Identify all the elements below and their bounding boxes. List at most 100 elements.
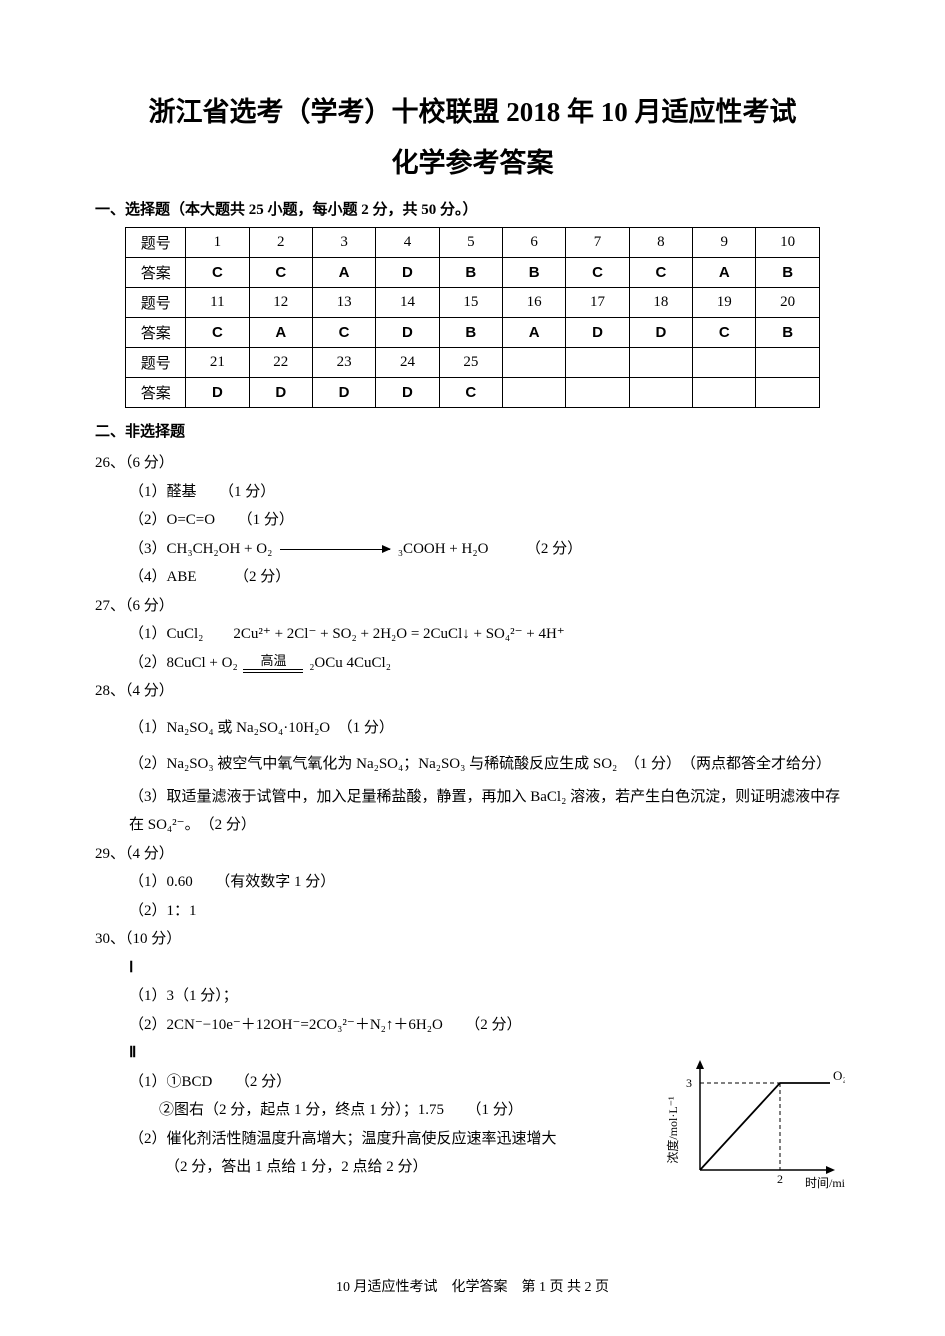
- q-num: 23: [312, 348, 375, 378]
- q30-p2: （2）2CN⁻−10e⁻＋12OH⁻=2CO₃²⁻＋N₂↑＋6H₂O （2 分）: [95, 1011, 850, 1040]
- q-num: [503, 348, 566, 378]
- answer-cell: C: [249, 258, 312, 288]
- answer-cell: D: [376, 318, 439, 348]
- x-tick: 2: [777, 1172, 783, 1186]
- answer-cell: D: [312, 378, 375, 408]
- y-arrow-icon: [696, 1060, 704, 1069]
- arrow-icon: [280, 549, 390, 550]
- equals-icon: [243, 669, 303, 673]
- table-row: 答案 C A C D B A D D C B: [126, 318, 820, 348]
- row-label: 答案: [126, 258, 186, 288]
- q-num: 4: [376, 228, 439, 258]
- page-footer: 10 月适应性考试 化学答案 第 1 页 共 2 页: [0, 1276, 945, 1296]
- eq-left: （3）CH₃CH₂OH + O₂: [129, 541, 272, 557]
- answer-cell: C: [186, 318, 249, 348]
- section-1-heading: 一、选择题（本大题共 25 小题，每小题 2 分，共 50 分。）: [95, 198, 850, 219]
- condition-label: 高温: [243, 654, 303, 673]
- q-num: 14: [376, 288, 439, 318]
- q-num: 9: [693, 228, 756, 258]
- answer-table: 题号 1 2 3 4 5 6 7 8 9 10 答案 C C A D B B C…: [125, 227, 820, 408]
- answer-cell: [503, 378, 566, 408]
- answer-cell: [756, 378, 819, 408]
- q26-p2: （2）O=C=O （1 分）: [95, 506, 850, 535]
- q27-p1: （1）CuCl₂ 2Cu²⁺ + 2Cl⁻ + SO₂ + 2H₂O = 2Cu…: [95, 620, 850, 649]
- question-27: 27、（6 分） （1）CuCl₂ 2Cu²⁺ + 2Cl⁻ + SO₂ + 2…: [95, 592, 850, 678]
- answer-cell: C: [186, 258, 249, 288]
- row-label: 答案: [126, 378, 186, 408]
- q28-p3: （3）取适量滤液于试管中，加入足量稀盐酸，静置，再加入 BaCl₂ 溶液，若产生…: [95, 783, 850, 840]
- q-num: 12: [249, 288, 312, 318]
- q30-header: 30、（10 分）: [95, 925, 850, 954]
- answer-cell: A: [503, 318, 566, 348]
- answer-cell: B: [756, 318, 819, 348]
- question-26: 26、（6 分） （1）醛基 （1 分） （2）O=C=O （1 分） （3）C…: [95, 449, 850, 592]
- chart-line: [700, 1083, 830, 1170]
- q26-header: 26、（6 分）: [95, 449, 850, 478]
- q-num: 10: [756, 228, 819, 258]
- row-label: 题号: [126, 228, 186, 258]
- q-num: 15: [439, 288, 502, 318]
- q-num: 3: [312, 228, 375, 258]
- row-label: 答案: [126, 318, 186, 348]
- q-num: 21: [186, 348, 249, 378]
- q26-p4: （4）ABE （2 分）: [95, 563, 850, 592]
- x-label: 时间/min: [805, 1176, 845, 1190]
- answer-cell: [566, 378, 629, 408]
- q27-p2: （2）8CuCl + O₂ 高温 ₂OCu 4CuCl₂: [95, 649, 850, 678]
- series-label: O₂: [833, 1068, 845, 1083]
- y-tick: 3: [686, 1076, 692, 1090]
- q-num: 8: [629, 228, 692, 258]
- q-num: [693, 348, 756, 378]
- q-num: 18: [629, 288, 692, 318]
- answer-cell: D: [376, 258, 439, 288]
- q29-p1: （1）0.60 （有效数字 1 分）: [95, 868, 850, 897]
- roman-1: Ⅰ: [95, 954, 850, 983]
- answer-cell: B: [439, 258, 502, 288]
- q29-header: 29、（4 分）: [95, 840, 850, 869]
- q-num: 2: [249, 228, 312, 258]
- question-29: 29、（4 分） （1）0.60 （有效数字 1 分） （2）1：1: [95, 840, 850, 926]
- answer-cell: A: [249, 318, 312, 348]
- y-label: 浓度/mol·L⁻¹: [665, 1096, 680, 1164]
- eq-left: （2）8CuCl + O₂: [129, 655, 238, 671]
- q29-p2: （2）1：1: [95, 897, 850, 926]
- q27-header: 27、（6 分）: [95, 592, 850, 621]
- x-arrow-icon: [826, 1166, 835, 1174]
- q26-p1: （1）醛基 （1 分）: [95, 478, 850, 507]
- q-num: 13: [312, 288, 375, 318]
- answer-cell: B: [439, 318, 502, 348]
- q-num: [629, 348, 692, 378]
- answer-cell: [693, 378, 756, 408]
- q-num: [566, 348, 629, 378]
- answer-cell: D: [249, 378, 312, 408]
- answer-cell: C: [439, 378, 502, 408]
- row-label: 题号: [126, 348, 186, 378]
- section-2-heading: 二、非选择题: [95, 420, 850, 441]
- eq-right: ₃COOH + H₂O （2 分）: [398, 541, 582, 557]
- q-num: [756, 348, 819, 378]
- q-num: 11: [186, 288, 249, 318]
- answer-cell: C: [693, 318, 756, 348]
- table-row: 答案 D D D D C: [126, 378, 820, 408]
- answer-cell: C: [629, 258, 692, 288]
- q-num: 16: [503, 288, 566, 318]
- q28-p1: （1）Na₂SO₄ 或 Na₂SO₄·10H₂O （1 分）: [95, 714, 850, 743]
- q28-p2: （2）Na₂SO₃ 被空气中氧气氧化为 Na₂SO₄；Na₂SO₃ 与稀硫酸反应…: [95, 750, 850, 779]
- answer-cell: D: [186, 378, 249, 408]
- answer-cell: B: [756, 258, 819, 288]
- q-num: 20: [756, 288, 819, 318]
- concentration-chart: 3 2 O₂ 时间/min 浓度/mol·L⁻¹: [665, 1055, 845, 1200]
- q-num: 25: [439, 348, 502, 378]
- main-title: 浙江省选考（学考）十校联盟 2018 年 10 月适应性考试: [95, 90, 850, 129]
- q-num: 6: [503, 228, 566, 258]
- table-row: 题号 21 22 23 24 25: [126, 348, 820, 378]
- q30-p1: （1）3（1 分）；: [95, 982, 850, 1011]
- q-num: 19: [693, 288, 756, 318]
- cond-text: 高温: [243, 654, 303, 667]
- q-num: 1: [186, 228, 249, 258]
- answer-cell: B: [503, 258, 566, 288]
- answer-cell: D: [629, 318, 692, 348]
- answer-cell: [629, 378, 692, 408]
- q-num: 17: [566, 288, 629, 318]
- q-num: 22: [249, 348, 312, 378]
